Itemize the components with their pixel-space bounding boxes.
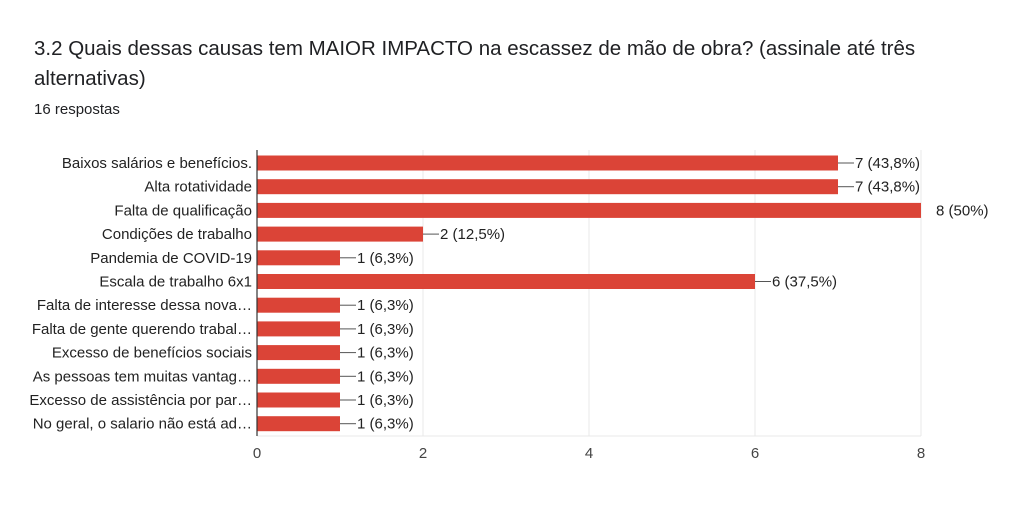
category-label: Condições de trabalho — [102, 226, 252, 243]
bar — [257, 202, 921, 218]
category-label: As pessoas tem muitas vantag… — [33, 368, 252, 385]
question-title: 3.2 Quais dessas causas tem MAIOR IMPACT… — [34, 37, 916, 90]
data-label: 7 (43,8%) — [855, 155, 920, 172]
bar — [257, 179, 838, 195]
category-label: Escala de trabalho 6x1 — [99, 274, 252, 291]
category-label: Falta de gente querendo trabal… — [32, 321, 252, 338]
category-label: Baixos salários e benefícios. — [62, 155, 252, 172]
data-label: 2 (12,5%) — [440, 226, 505, 243]
bar — [257, 250, 340, 266]
bar — [257, 368, 340, 384]
x-tick-label: 0 — [253, 445, 261, 462]
bar — [257, 226, 423, 242]
data-label: 1 (6,3%) — [357, 321, 414, 338]
bar — [257, 345, 340, 361]
x-tick-label: 6 — [751, 445, 759, 462]
bar — [257, 416, 340, 432]
response-count: 16 respostas — [34, 101, 120, 118]
bar — [257, 392, 340, 408]
category-label: No geral, o salario não está ad… — [33, 416, 252, 433]
category-label: Falta de qualificação — [114, 202, 252, 219]
data-label: 1 (6,3%) — [357, 392, 414, 409]
data-label: 1 (6,3%) — [357, 368, 414, 385]
data-label: 1 (6,3%) — [357, 250, 414, 267]
category-label: Alta rotatividade — [144, 179, 252, 196]
category-label: Excesso de assistência por par… — [29, 392, 252, 409]
bar — [257, 321, 340, 337]
bar — [257, 297, 340, 313]
x-tick-label: 4 — [585, 445, 593, 462]
data-label: 1 (6,3%) — [357, 297, 414, 314]
data-label: 6 (37,5%) — [772, 274, 837, 291]
x-tick-label: 8 — [917, 445, 925, 462]
bar — [257, 155, 838, 171]
bar — [257, 274, 755, 289]
category-label: Falta de interesse dessa nova… — [37, 297, 252, 314]
category-label: Pandemia de COVID-19 — [90, 250, 252, 267]
data-label: 1 (6,3%) — [357, 416, 414, 433]
x-tick-label: 2 — [419, 445, 427, 462]
data-label: 7 (43,8%) — [855, 179, 920, 196]
data-label: 1 (6,3%) — [357, 345, 414, 362]
data-label: 8 (50%) — [936, 202, 989, 219]
category-label: Excesso de benefícios sociais — [52, 345, 252, 362]
